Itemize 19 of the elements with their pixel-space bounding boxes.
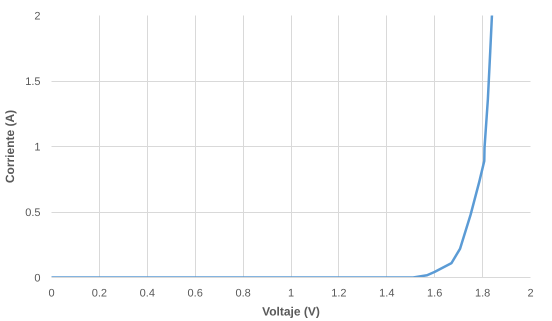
y-tick-label: 1.5: [25, 76, 41, 88]
y-tick-label: 0.5: [25, 207, 41, 219]
y-tick-label: 0: [34, 272, 41, 284]
x-axis-title: Voltaje (V): [262, 304, 320, 318]
x-tick-label: 0.8: [235, 288, 251, 300]
x-tick-label: 1.8: [474, 288, 490, 300]
x-tick-label: 0.6: [188, 288, 203, 300]
x-tick-label: 1.2: [331, 288, 347, 300]
line-series: [52, 16, 494, 278]
x-tick-label: 0: [48, 288, 55, 300]
x-tick-label: 0.4: [140, 288, 155, 300]
x-tick-label: 2: [527, 288, 534, 300]
y-tick-label: 2: [34, 10, 41, 22]
x-tick-label: 1: [288, 288, 294, 300]
y-axis-title: Corriente (A): [3, 110, 18, 184]
x-tick-label: 1.6: [427, 288, 442, 300]
x-tick-label: 1.4: [379, 288, 394, 300]
x-tick-label: 0.2: [92, 288, 108, 300]
y-tick-label: 1: [34, 142, 41, 154]
